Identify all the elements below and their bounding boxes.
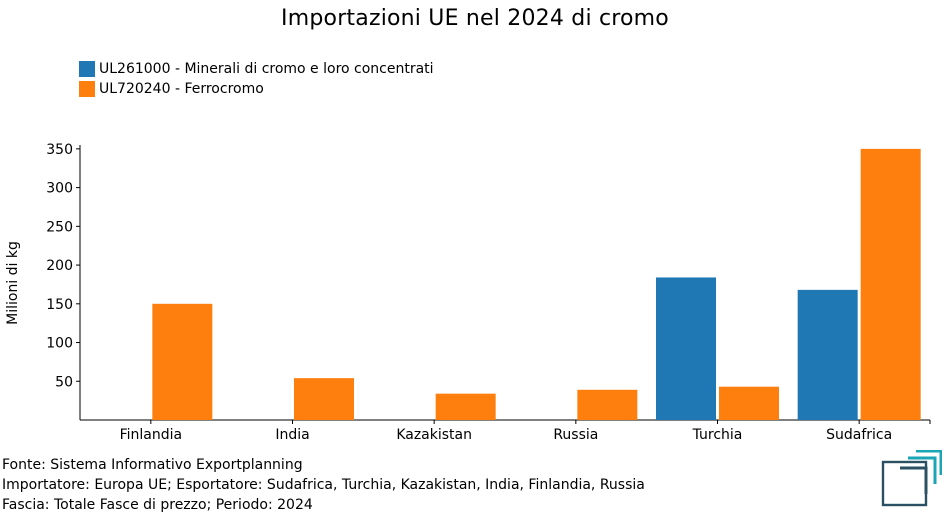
bar-series-2: [435, 393, 496, 420]
bar-series-2: [152, 303, 213, 420]
footer-importer: Importatore: Europa UE; Esportatore: Sud…: [2, 477, 645, 493]
y-tick-label: 100: [46, 336, 73, 352]
y-tick-label: 300: [46, 181, 73, 197]
y-tick-label: 50: [55, 374, 73, 390]
legend-swatch-series-1: [79, 61, 95, 77]
chart-legend: UL261000 - Minerali di cromo e loro conc…: [79, 59, 434, 99]
bar-series-2: [719, 386, 779, 420]
x-tick-label: Russia: [553, 427, 598, 443]
x-tick-label: Sudafrica: [826, 427, 892, 443]
x-tick-label: Turchia: [692, 427, 743, 443]
y-tick-label: 200: [46, 258, 73, 274]
footer-band-period: Fascia: Totale Fasce di prezzo; Periodo:…: [2, 497, 313, 513]
x-tick-label: Finlandia: [120, 427, 183, 443]
bar-series-1: [656, 277, 716, 420]
y-axis-label: Milioni di kg: [5, 241, 21, 325]
x-tick-label: India: [275, 427, 309, 443]
bar-series-2: [294, 378, 354, 420]
chart-footer: Fonte: Sistema Informativo Exportplannin…: [2, 455, 645, 515]
bar-chart: 50 100 150 200 250 300 350 Finlandia India Kazaki…: [5, 142, 931, 443]
bar-series-1: [797, 289, 858, 420]
footer-source: Fonte: Sistema Informativo Exportplannin…: [2, 457, 303, 473]
bar-series-2: [860, 148, 921, 421]
chart-title: Importazioni UE nel 2024 di cromo: [281, 6, 669, 31]
y-tick-label: 350: [46, 142, 73, 158]
legend-swatch-series-2: [79, 81, 95, 97]
y-tick-label: 250: [46, 219, 73, 235]
y-tick-label: 150: [46, 297, 73, 313]
x-tick-label: Kazakistan: [396, 427, 472, 443]
legend-label-series-1: UL261000 - Minerali di cromo e loro conc…: [99, 61, 434, 77]
legend-label-series-2: UL720240 - Ferrocromo: [99, 81, 264, 97]
legend-item-series-2: UL720240 - Ferrocromo: [79, 79, 434, 99]
axes: 50 100 150 200 250 300 350 Finlandia India Kazaki…: [46, 142, 931, 443]
legend-item-series-1: UL261000 - Minerali di cromo e loro conc…: [79, 59, 434, 79]
bars: [152, 148, 921, 421]
exportplanning-logo-icon: [881, 450, 942, 507]
bar-series-2: [577, 389, 638, 420]
